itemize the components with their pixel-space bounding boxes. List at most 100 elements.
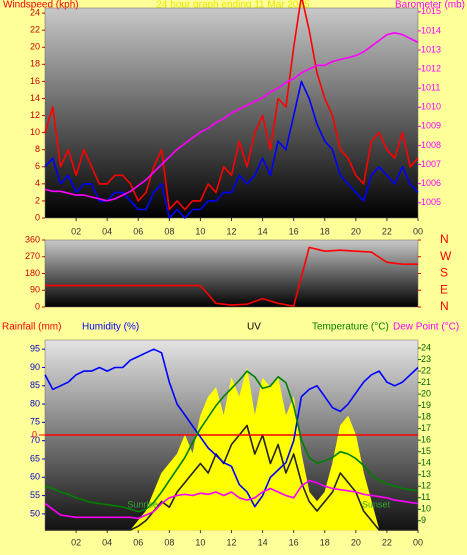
y2-tick-label: 11: [421, 492, 430, 502]
y-tick-label: 22: [30, 25, 40, 35]
x-tick-label: 06: [133, 537, 143, 547]
legend-label: Temperature (°C): [312, 322, 389, 333]
y-tick-label: 80: [30, 398, 40, 408]
y2-tick-label: 15: [421, 446, 431, 456]
legend-label: Dew Point (°C): [393, 322, 459, 333]
line: [44, 348, 419, 508]
x-tick-label: 16: [289, 226, 299, 236]
x-tick-label: 08: [164, 537, 174, 547]
y2-tick-label: 22: [421, 365, 431, 375]
y-tick-label: 360: [25, 234, 40, 244]
annotation: Sunset: [362, 499, 391, 509]
y2-tick-label: 18: [421, 412, 431, 422]
y2-tick-label: 1005: [421, 197, 441, 207]
y2-tick-label: 12: [421, 481, 431, 491]
y-tick-label: 16: [30, 76, 40, 86]
y-tick-label: 65: [30, 453, 40, 463]
x-tick-label: 00: [413, 537, 423, 547]
y2-tick-label: 1013: [421, 44, 441, 54]
y-tick-label: 12: [30, 110, 40, 120]
y-tick-label: 270: [25, 251, 40, 261]
x-tick-label: 20: [351, 537, 361, 547]
y2-tick-label: 1012: [421, 63, 441, 73]
chart-title: 24 hour graph ending 11 Mar 2015: [156, 0, 310, 11]
y-tick-label: 6: [35, 161, 40, 171]
legend-label: Humidity (%): [82, 322, 139, 333]
y2-tick-label: 1014: [421, 25, 441, 35]
y2-tick-label: 24: [421, 342, 431, 352]
y-tick-label: 0: [35, 212, 40, 222]
y-tick-label: 90: [30, 362, 40, 372]
annotation: Sunrise: [127, 499, 158, 509]
y2-tick-label: 1015: [421, 6, 441, 16]
y2-tick-label: 1006: [421, 178, 441, 188]
x-tick-label: 12: [226, 226, 236, 236]
x-tick-label: 10: [195, 226, 205, 236]
x-tick-label: 22: [382, 226, 392, 236]
y2-tick-label: S: [440, 266, 448, 280]
y-tick-label: 55: [30, 490, 40, 500]
legend-label: UV: [247, 322, 261, 333]
line: [44, 479, 419, 520]
x-tick-label: 18: [320, 537, 330, 547]
y2-tick-label: 17: [421, 423, 431, 433]
line: [44, 370, 419, 513]
y-tick-label: 75: [30, 417, 40, 427]
y-tick-label: 0: [35, 301, 40, 311]
y2-tick-label: 1011: [421, 83, 440, 93]
y2-tick-label: N: [440, 299, 449, 313]
line: [44, 0, 419, 211]
line: [45, 246, 418, 307]
y-tick-label: 24: [30, 7, 40, 17]
y-tick-label: 70: [30, 435, 40, 445]
y2-tick-label: 19: [421, 400, 431, 410]
y2-tick-label: 1007: [421, 159, 441, 169]
x-tick-label: 04: [102, 537, 112, 547]
y-tick-label: 85: [30, 380, 40, 390]
y2-tick-label: 14: [421, 458, 431, 468]
y2-tick-label: N: [440, 232, 449, 246]
x-tick-label: 06: [133, 226, 143, 236]
y2-tick-label: 1010: [421, 102, 441, 112]
x-tick-label: 22: [382, 537, 392, 547]
x-tick-label: 14: [258, 537, 268, 547]
y-tick-label: 18: [30, 59, 40, 69]
x-tick-label: 00: [413, 226, 423, 236]
y-tick-label: 2: [35, 195, 40, 205]
y-tick-label: 50: [30, 508, 40, 518]
y2-tick-label: 1009: [421, 121, 441, 131]
y2-tick-label: W: [440, 249, 452, 263]
x-tick-label: 08: [164, 226, 174, 236]
y2-tick-label: 10: [421, 504, 431, 514]
x-tick-label: 02: [71, 537, 81, 547]
x-tick-label: 04: [102, 226, 112, 236]
x-tick-label: 20: [351, 226, 361, 236]
x-tick-label: 10: [195, 537, 205, 547]
legend-label: Rainfall (mm): [2, 322, 61, 333]
y-tick-label: 4: [35, 178, 40, 188]
y2-tick-label: 13: [421, 469, 431, 479]
y2-tick-label: 1008: [421, 140, 441, 150]
plot-area: [44, 239, 419, 308]
y-tick-label: 180: [25, 268, 40, 278]
y-tick-label: 20: [30, 42, 40, 52]
y-tick-label: 10: [30, 127, 40, 137]
legend-label: Windspeed (kph): [3, 0, 79, 11]
x-tick-label: 12: [226, 537, 236, 547]
x-tick-label: 18: [320, 226, 330, 236]
y2-tick-label: E: [440, 282, 448, 296]
y2-tick-label: 23: [421, 354, 431, 364]
y-tick-label: 8: [35, 144, 40, 154]
line: [44, 31, 419, 202]
y2-tick-label: 20: [421, 388, 431, 398]
y-tick-label: 95: [30, 344, 40, 354]
y-tick-label: 90: [30, 285, 40, 295]
x-tick-label: 16: [289, 537, 299, 547]
y2-tick-label: 21: [421, 377, 431, 387]
x-tick-label: 02: [71, 226, 81, 236]
y-tick-label: 14: [30, 93, 40, 103]
y-tick-label: 60: [30, 472, 40, 482]
rain-tick-label: 0: [32, 429, 37, 439]
